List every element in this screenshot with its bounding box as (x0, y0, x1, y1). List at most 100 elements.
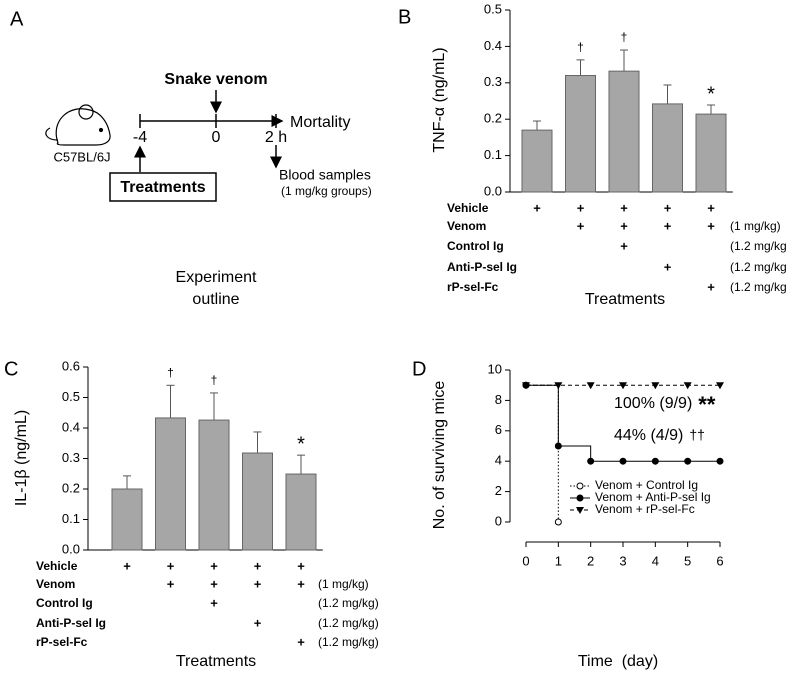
bar (521, 129, 553, 193)
dose-label: (1.2 mg/kg) (318, 616, 379, 630)
marker (576, 494, 584, 502)
event-label: Snake venom (164, 71, 267, 88)
y-tick-label: 10 (488, 361, 502, 376)
annotation: 44% (4/9) (614, 427, 683, 444)
marker (619, 457, 627, 465)
treatment-mark: + (297, 558, 305, 573)
y-tick-label: 0.4 (484, 38, 502, 53)
marker (554, 382, 563, 390)
bar (565, 75, 596, 193)
significance-mark: †† (689, 427, 705, 443)
bar (285, 473, 317, 551)
dose-label: (1 mg/kg) (318, 577, 369, 591)
y-tick-label: 0 (495, 513, 502, 528)
significance-mark: † (167, 365, 174, 379)
dose-label: (1.2 mg/kg) (318, 635, 379, 649)
significance-mark: † (621, 30, 628, 44)
treatment-mark: + (167, 558, 175, 573)
significance-mark: † (577, 40, 584, 54)
bar (155, 417, 186, 551)
treatment-mark: + (533, 200, 541, 215)
row-label: Control Ig (36, 596, 93, 610)
significance-mark: ** (698, 392, 716, 417)
x-tick-label: 1 (555, 553, 562, 568)
treatment-mark: + (577, 200, 585, 215)
y-tick-label: 0.2 (62, 480, 80, 495)
annotation: 100% (9/9) (614, 395, 692, 412)
bar (652, 103, 683, 193)
bar (608, 70, 640, 193)
x-tick-label: 0 (522, 553, 529, 568)
y-tick-label: 0.5 (62, 389, 80, 404)
treatment-mark: + (210, 576, 218, 591)
y-tick-label: 0.3 (484, 74, 502, 89)
treatment-mark: + (123, 558, 131, 573)
marker (651, 382, 660, 390)
caption: Experiment (176, 269, 257, 286)
x-axis-label: Treatments (585, 291, 665, 308)
marker (684, 457, 692, 465)
marker (683, 382, 692, 390)
x-tick-label: 5 (684, 553, 691, 568)
panel-label: D (412, 358, 426, 380)
marker (716, 382, 724, 390)
y-tick-label: 0.3 (62, 450, 80, 465)
marker (587, 457, 595, 465)
significance-mark: † (211, 373, 218, 387)
time-label: -4 (133, 129, 147, 146)
treatment-label: Treatments (120, 179, 205, 196)
treatment-mark: + (254, 615, 262, 630)
row-label: Anti-P-sel Ig (36, 616, 106, 630)
dose-label: (1.2 mg/kg) (730, 239, 787, 253)
endpoint-label: Mortality (290, 114, 350, 131)
legend-label: Venom + Anti-P-sel Ig (595, 490, 711, 504)
bar (695, 113, 727, 193)
mouse-label: C57BL/6J (53, 149, 110, 164)
marker (554, 442, 562, 450)
time-label: 0 (212, 129, 221, 146)
significance-mark: * (297, 433, 305, 455)
treatment-mark: + (577, 218, 585, 233)
y-tick-label: 0.6 (62, 358, 80, 373)
treatment-mark: + (297, 576, 305, 591)
y-tick-label: 2 (495, 483, 502, 498)
marker (576, 507, 584, 514)
bar (242, 452, 273, 551)
treatment-mark: + (254, 558, 262, 573)
legend-label: Venom + Control Ig (595, 478, 698, 492)
treatment-mark: + (620, 218, 628, 233)
y-tick-label: 4 (495, 453, 502, 468)
x-axis-label: Treatments (176, 653, 256, 670)
x-axis-label: Time (day) (578, 653, 658, 670)
marker (651, 457, 659, 465)
mouse-icon (45, 104, 111, 146)
row-label: Venom (36, 577, 75, 591)
row-label: Vehicle (447, 201, 489, 215)
treatment-mark: + (297, 634, 305, 649)
treatment-mark: + (707, 218, 715, 233)
row-label: rP-sel-Fc (36, 635, 88, 649)
treatment-mark: + (620, 238, 628, 253)
treatment-box (109, 172, 217, 202)
row-label: rP-sel-Fc (447, 280, 499, 294)
time-label: 2 h (265, 129, 287, 146)
x-tick-label: 3 (619, 553, 626, 568)
y-tick-label: 0.5 (484, 1, 502, 16)
legend-label: Venom + rP-sel-Fc (595, 502, 695, 516)
row-label: Anti-P-sel Ig (447, 260, 517, 274)
treatment-mark: + (664, 200, 672, 215)
dose-label: (1 mg/kg) (730, 219, 781, 233)
panel-label: B (398, 6, 411, 28)
sampling-note: (1 mg/kg groups) (281, 184, 372, 198)
y-tick-label: 0.2 (484, 111, 502, 126)
treatment-mark: + (210, 558, 218, 573)
treatment-mark: + (664, 259, 672, 274)
treatment-mark: + (620, 200, 628, 215)
panel-a: A C57BL/6J Snake venom Mortality -4 0 2 … (10, 8, 372, 308)
panel-label: A (10, 8, 24, 30)
significance-mark: * (707, 83, 715, 105)
y-axis-label: No. of surviving mice (431, 381, 448, 530)
y-tick-label: 0.1 (62, 511, 80, 526)
